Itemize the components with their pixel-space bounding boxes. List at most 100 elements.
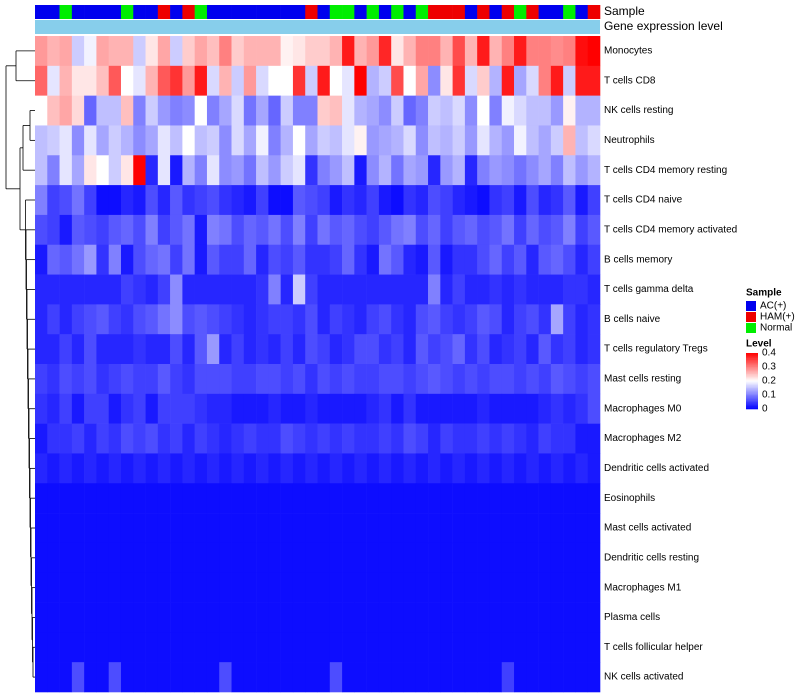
heatmap-cell xyxy=(84,214,97,246)
heatmap-cell xyxy=(268,453,281,484)
heatmap-cell xyxy=(108,214,122,246)
heatmap-cell xyxy=(292,274,306,305)
heatmap-cell xyxy=(452,513,466,544)
heatmap-cell xyxy=(71,602,85,633)
heatmap-cell xyxy=(120,572,134,603)
heatmap-cell xyxy=(329,95,343,126)
heatmap-cell xyxy=(587,244,601,275)
heatmap-cell xyxy=(59,513,73,544)
heatmap-cell xyxy=(170,364,183,395)
heatmap-cell xyxy=(428,662,441,693)
heatmap-cell xyxy=(452,572,466,603)
heatmap-cell xyxy=(489,393,503,424)
heatmap-cell xyxy=(378,304,392,335)
heatmap-cell xyxy=(157,572,171,603)
heatmap-cell xyxy=(477,632,490,663)
heatmap-cell xyxy=(587,453,601,484)
heatmap-cell xyxy=(268,304,281,335)
legend-colorbar-segment xyxy=(746,362,758,365)
heatmap-cell xyxy=(489,95,503,126)
heatmap-cell xyxy=(477,572,490,603)
heatmap-cell xyxy=(428,483,441,514)
legend-level-tick: 0.4 xyxy=(762,348,776,359)
legend-colorbar-segment xyxy=(746,399,758,401)
heatmap-cell xyxy=(47,244,60,275)
heatmap-cell xyxy=(587,214,601,246)
heatmap-cell xyxy=(354,304,367,335)
legend-colorbar-segment xyxy=(746,402,758,404)
heatmap-cell xyxy=(108,423,122,454)
heatmap-cell xyxy=(440,393,453,424)
row-label: B cells naive xyxy=(604,314,661,325)
heatmap-cell xyxy=(391,185,404,216)
heatmap-cell xyxy=(550,65,564,96)
heatmap-cell xyxy=(317,423,331,454)
heatmap-cell xyxy=(501,423,515,454)
heatmap-cell xyxy=(403,572,417,603)
heatmap-cell xyxy=(538,393,552,424)
heatmap-cell xyxy=(550,364,564,395)
heatmap-cell xyxy=(538,632,552,663)
heatmap-cell xyxy=(550,214,564,246)
heatmap-cell xyxy=(391,602,404,633)
heatmap-cell xyxy=(280,65,294,96)
heatmap-cell xyxy=(403,632,417,663)
heatmap-cell xyxy=(194,65,208,96)
heatmap-cell xyxy=(514,304,527,335)
heatmap-cell xyxy=(194,214,208,246)
heatmap-cell xyxy=(133,36,146,67)
heatmap-cell xyxy=(378,65,392,96)
row-label: B cells memory xyxy=(604,254,672,265)
heatmap-cell xyxy=(440,483,453,514)
heatmap-cell xyxy=(366,185,380,216)
heatmap-cell xyxy=(170,334,183,365)
heatmap-cell xyxy=(231,65,245,96)
heatmap-cell xyxy=(501,274,515,305)
heatmap-cell xyxy=(145,304,159,335)
heatmap-cell xyxy=(354,155,367,186)
heatmap-cell xyxy=(120,244,134,275)
heatmap-cell xyxy=(170,185,183,216)
heatmap-cell xyxy=(403,65,417,96)
heatmap-cell xyxy=(342,572,355,603)
heatmap-cell xyxy=(329,513,343,544)
heatmap-cell xyxy=(366,65,380,96)
heatmap-cell xyxy=(575,214,589,246)
heatmap-cell xyxy=(47,513,60,544)
heatmap-cell xyxy=(403,334,417,365)
heatmap-cell xyxy=(256,513,269,544)
heatmap-cell xyxy=(219,155,232,186)
heatmap-cell xyxy=(391,662,404,693)
heatmap-cell xyxy=(575,662,589,693)
heatmap-cell xyxy=(35,602,48,633)
heatmap-cell xyxy=(415,483,429,514)
heatmap-cell xyxy=(157,423,171,454)
legend-sample-swatch xyxy=(746,312,756,322)
heatmap-cell xyxy=(194,36,208,67)
heatmap-cell xyxy=(526,393,539,424)
heatmap-cell xyxy=(305,214,318,246)
heatmap-cell xyxy=(366,214,380,246)
heatmap-cell xyxy=(231,36,245,67)
heatmap-cell xyxy=(71,155,85,186)
heatmap-cell xyxy=(305,185,318,216)
heatmap-cell xyxy=(415,185,429,216)
gene-expression-track-label: Gene expression level xyxy=(604,19,723,33)
heatmap-cell xyxy=(59,334,73,365)
heatmap-cell xyxy=(280,483,294,514)
heatmap-cell xyxy=(391,65,404,96)
heatmap-cell xyxy=(501,155,515,186)
heatmap-cell xyxy=(182,36,195,67)
heatmap-cell xyxy=(59,393,73,424)
heatmap-cell xyxy=(366,423,380,454)
heatmap-cell xyxy=(329,185,343,216)
heatmap-cell xyxy=(563,513,576,544)
heatmap-cell xyxy=(145,214,159,246)
heatmap-cell xyxy=(526,304,539,335)
heatmap-cell xyxy=(47,185,60,216)
heatmap-cell xyxy=(342,453,355,484)
heatmap-cell xyxy=(59,364,73,395)
heatmap-cell xyxy=(342,364,355,395)
heatmap-cell xyxy=(305,483,318,514)
heatmap-cell xyxy=(219,274,232,305)
